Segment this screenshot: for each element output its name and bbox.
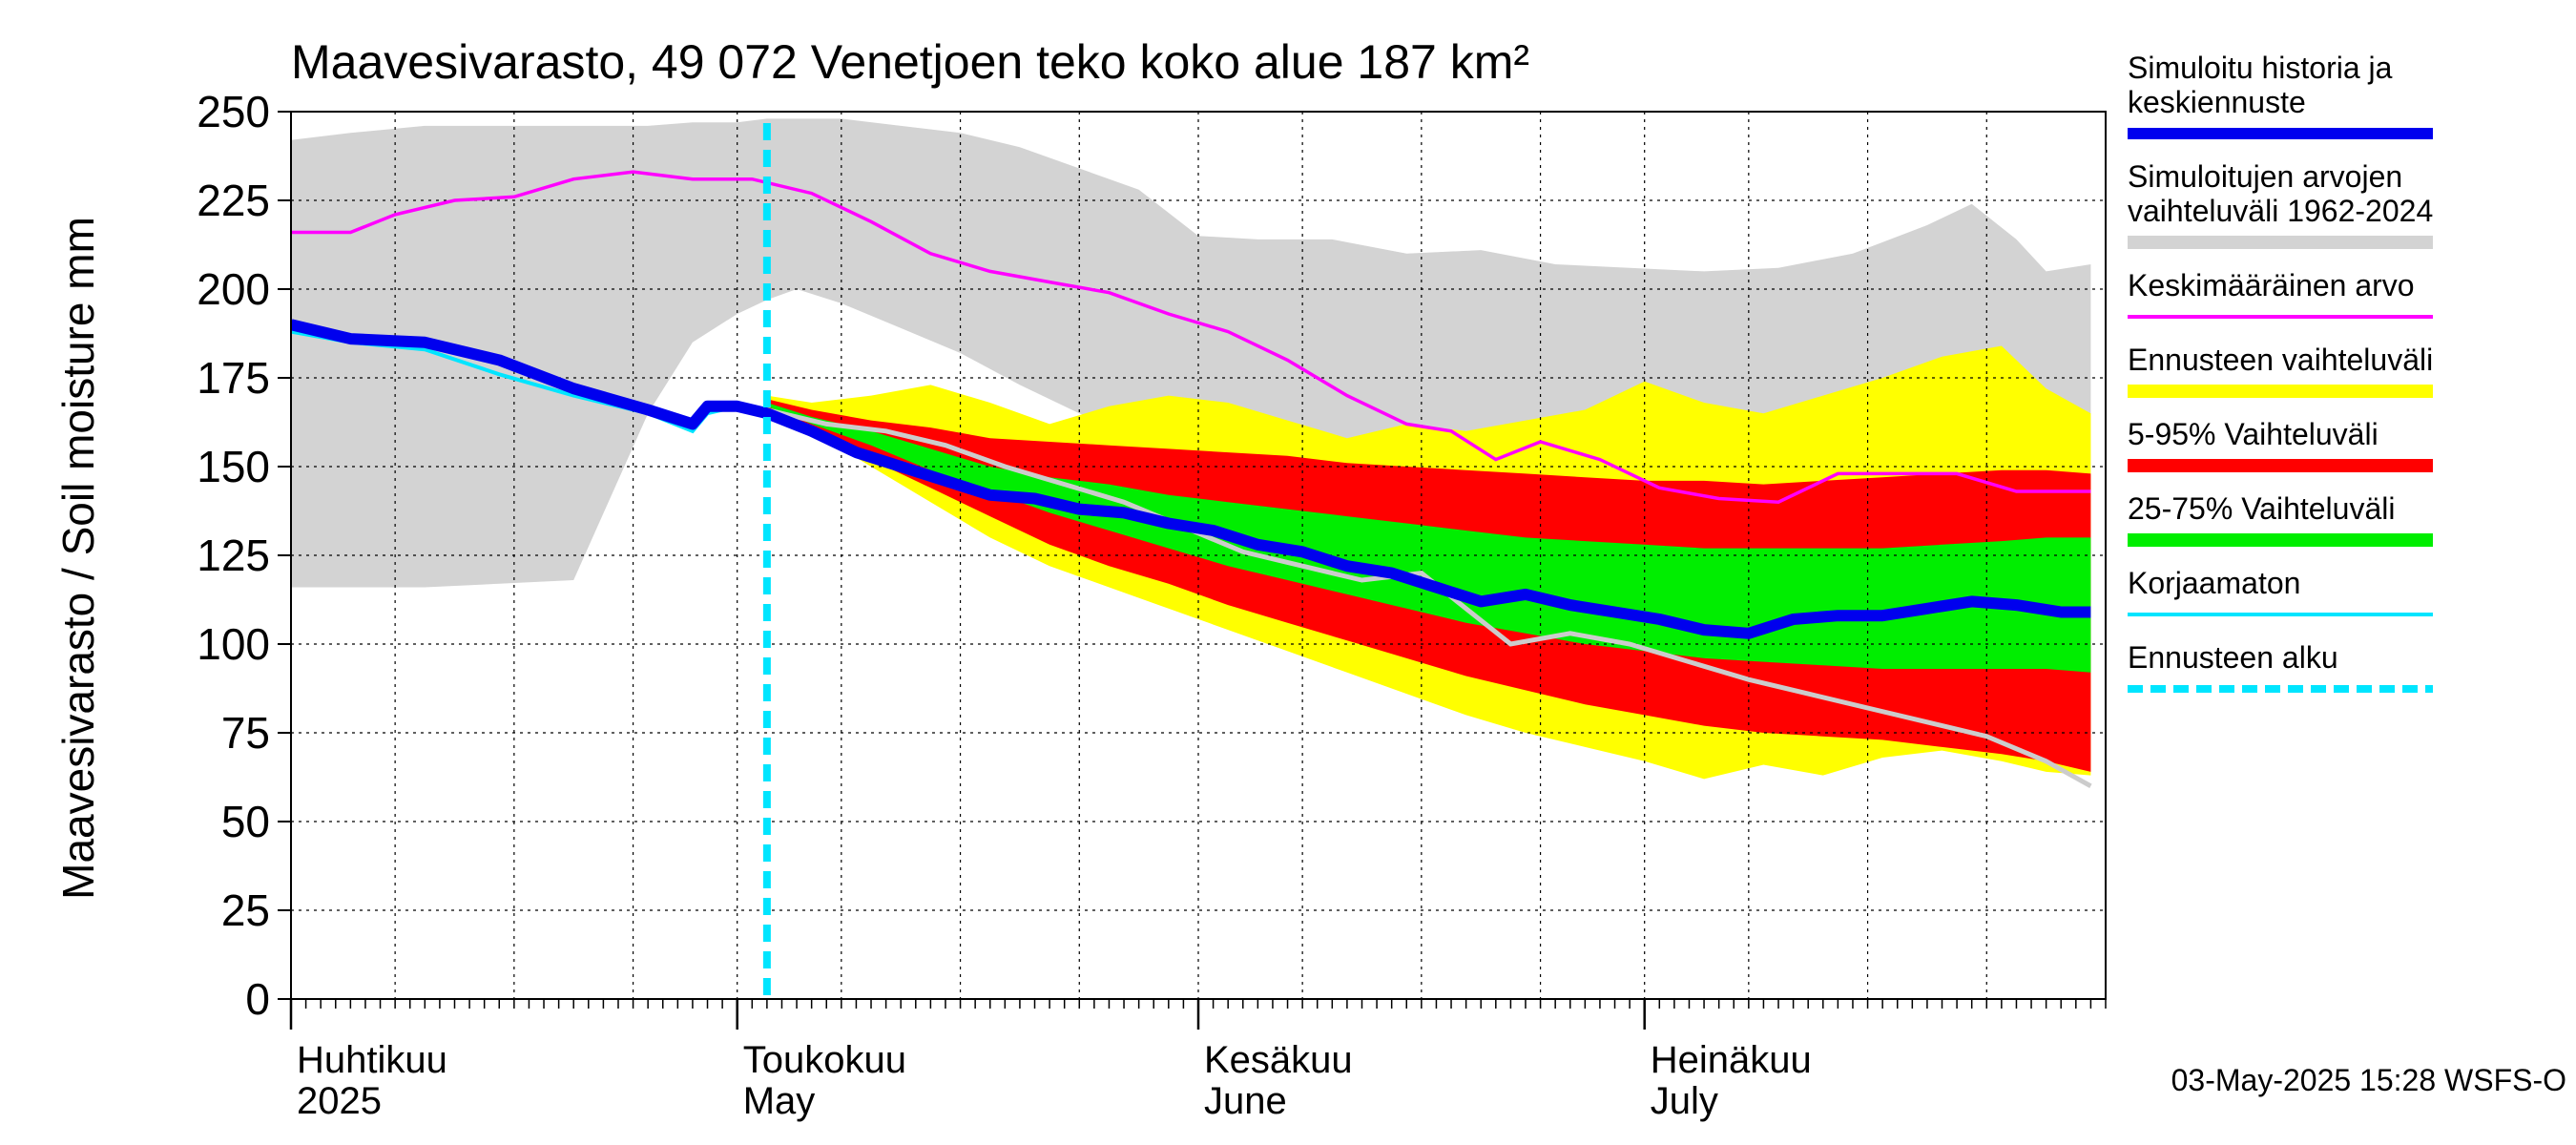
legend-label: keskiennuste bbox=[2128, 85, 2306, 119]
y-tick-label: 175 bbox=[197, 353, 270, 403]
plot-area bbox=[291, 112, 2106, 999]
mean-line bbox=[291, 170, 2091, 504]
x-ticks bbox=[289, 999, 2107, 1030]
x-month-label: Toukokuu bbox=[743, 1039, 906, 1081]
y-tick-label: 250 bbox=[197, 87, 270, 136]
y-tick-label: 125 bbox=[197, 531, 270, 580]
x-month-sublabel: 2025 bbox=[297, 1080, 382, 1122]
x-month-label: Huhtikuu bbox=[297, 1039, 447, 1081]
y-tick-label: 75 bbox=[221, 708, 270, 758]
x-month-sublabel: June bbox=[1204, 1080, 1287, 1122]
y-tick-label: 0 bbox=[245, 974, 270, 1024]
chart-title: Maavesivarasto, 49 072 Venetjoen teko ko… bbox=[291, 35, 1529, 89]
legend-label: Ennusteen alku bbox=[2128, 640, 2338, 675]
y-tick-label: 50 bbox=[221, 797, 270, 846]
legend-label: vaihteluväli 1962-2024 bbox=[2128, 194, 2433, 228]
timestamp-footer: 03-May-2025 15:28 WSFS-O bbox=[2171, 1063, 2566, 1097]
y-tick-label: 100 bbox=[197, 619, 270, 669]
y-tick-label: 25 bbox=[221, 885, 270, 935]
y-tick-label: 225 bbox=[197, 176, 270, 225]
legend-label: Simuloitu historia ja bbox=[2128, 51, 2393, 85]
main-line bbox=[291, 319, 2091, 639]
legend-label: Ennusteen vaihteluväli bbox=[2128, 343, 2433, 377]
x-month-sublabel: May bbox=[743, 1080, 816, 1122]
x-month-label: Heinäkuu bbox=[1651, 1039, 1812, 1081]
x-month-sublabel: July bbox=[1651, 1080, 1718, 1122]
y-tick-label: 150 bbox=[197, 442, 270, 491]
y-tick-label: 200 bbox=[197, 264, 270, 314]
grid bbox=[291, 112, 2106, 999]
legend-label: Keskimääräinen arvo bbox=[2128, 268, 2415, 302]
legend-label: 5-95% Vaihteluväli bbox=[2128, 417, 2379, 451]
legend-label: Simuloitujen arvojen bbox=[2128, 159, 2402, 194]
axes: 0 25 50 75 100 125 150 175 200 225 250 Huhtikuu2025… bbox=[197, 87, 2107, 1122]
plot-clip-group bbox=[291, 112, 2106, 999]
legend-label: Korjaamaton bbox=[2128, 566, 2300, 600]
p25-75-band bbox=[766, 403, 2091, 673]
legend-label: 25-75% Vaihteluväli bbox=[2128, 491, 2395, 526]
x-month-label: Kesäkuu bbox=[1204, 1039, 1353, 1081]
y-axis-label: Maavesivarasto / Soil moisture mm bbox=[53, 217, 103, 900]
